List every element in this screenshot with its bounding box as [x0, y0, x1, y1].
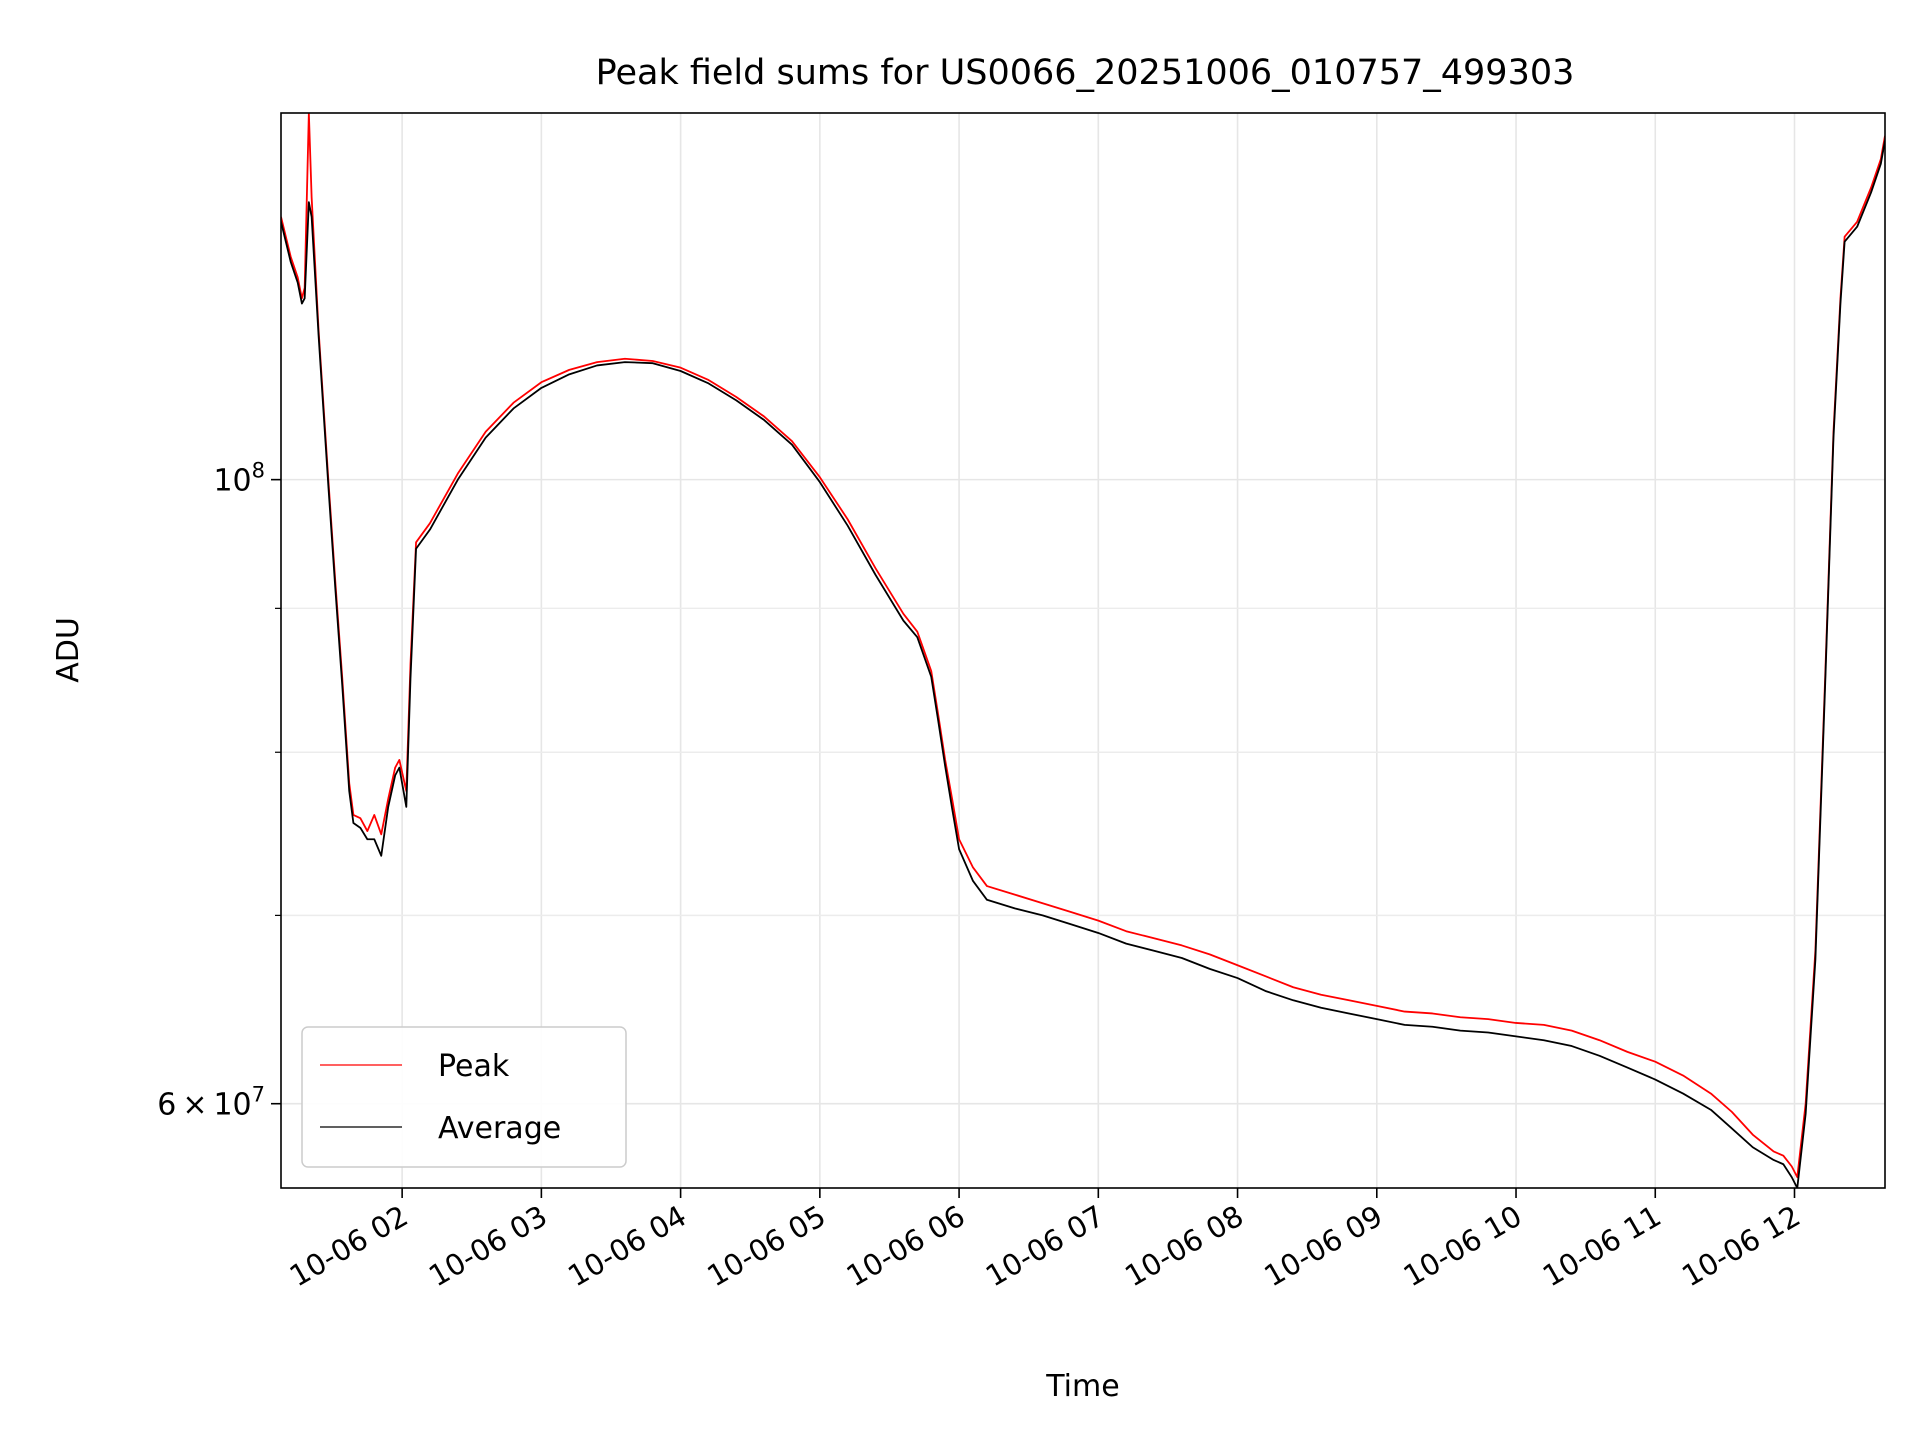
- y-axis: 6 × 107 108: [157, 459, 281, 1123]
- y-tick-label: 6 × 107: [157, 1083, 265, 1123]
- series-line-average: [281, 140, 1885, 1188]
- x-tick-label: 10-06 05: [701, 1199, 831, 1294]
- legend-label-average: Average: [438, 1111, 561, 1146]
- legend-label-peak: Peak: [438, 1049, 510, 1084]
- x-tick-label: 10-06 10: [1398, 1199, 1528, 1294]
- y-tick-label: 108: [213, 459, 265, 499]
- x-axis-label: Time: [1045, 1369, 1119, 1404]
- x-tick-label: 10-06 11: [1537, 1199, 1667, 1294]
- plot-frame: [280, 112, 1886, 1189]
- x-tick-label: 10-06 08: [1119, 1199, 1249, 1294]
- x-tick-label: 10-06 12: [1676, 1199, 1806, 1294]
- x-tick-label: 10-06 04: [562, 1199, 692, 1294]
- y-axis-label: ADU: [51, 617, 86, 683]
- x-tick-label: 10-06 06: [841, 1199, 971, 1294]
- legend-box: [301, 1026, 627, 1168]
- x-tick-label: 10-06 07: [980, 1199, 1110, 1294]
- series-group: [281, 113, 1885, 1188]
- chart-title: Peak field sums for US0066_20251006_0107…: [596, 53, 1575, 93]
- series-line-peak: [281, 113, 1885, 1179]
- legend: Peak Average: [301, 1026, 627, 1168]
- x-axis: 10-06 02 10-06 03 10-06 04 10-06 05 10-06 06…: [284, 1188, 1806, 1293]
- x-tick-label: 10-06 09: [1258, 1199, 1388, 1294]
- x-tick-label: 10-06 03: [423, 1199, 553, 1294]
- x-tick-label: 10-06 02: [284, 1199, 414, 1294]
